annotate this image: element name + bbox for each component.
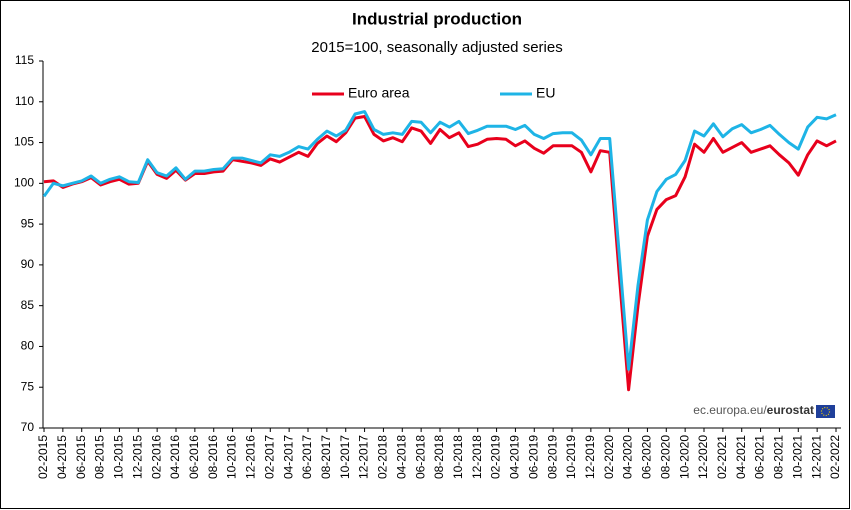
x-tick-label: 02-2019 <box>489 435 503 479</box>
x-tick-label: 02-2018 <box>376 435 390 479</box>
x-tick-label: 04-2020 <box>621 435 635 479</box>
x-tick-label: 10-2020 <box>677 435 691 479</box>
x-tick-label: 08-2019 <box>545 435 559 479</box>
source-brand: eurostat <box>767 403 814 417</box>
legend-label: EU <box>536 85 555 101</box>
x-tick-label: 10-2017 <box>338 435 352 479</box>
x-tick-label: 02-2022 <box>828 435 842 479</box>
x-tick-label: 08-2021 <box>772 435 786 479</box>
x-tick-label: 12-2021 <box>809 435 823 479</box>
x-tick-label: 10-2019 <box>564 435 578 479</box>
x-tick-label: 12-2016 <box>244 435 258 479</box>
x-tick-label: 02-2020 <box>602 435 616 479</box>
x-tick-label: 04-2021 <box>734 435 748 479</box>
x-tick-label: 08-2015 <box>93 435 107 479</box>
x-tick-label: 06-2018 <box>413 435 427 479</box>
x-tick-label: 12-2018 <box>470 435 484 479</box>
x-tick-label: 02-2021 <box>715 435 729 479</box>
chart-title: Industrial production <box>352 9 522 28</box>
source-url: ec.europa.eu/ <box>693 403 767 417</box>
y-tick-label: 75 <box>21 379 35 393</box>
x-tick-label: 12-2019 <box>583 435 597 479</box>
x-tick-label: 06-2015 <box>74 435 88 479</box>
legend-label: Euro area <box>348 85 410 101</box>
line-series <box>43 115 837 392</box>
x-tick-label: 04-2016 <box>168 435 182 479</box>
x-tick-label: 06-2016 <box>187 435 201 479</box>
line-series <box>42 110 837 371</box>
y-tick-label: 80 <box>21 339 35 353</box>
eu-stars <box>820 406 831 417</box>
x-tick-label: 06-2017 <box>300 435 314 479</box>
source: ec.europa.eu/eurostat <box>693 403 814 417</box>
x-tick-label: 08-2016 <box>206 435 220 479</box>
x-tick-label: 08-2017 <box>319 435 333 479</box>
x-tick-label: 10-2016 <box>225 435 239 479</box>
y-tick-label: 100 <box>14 176 34 190</box>
x-tick-label: 04-2018 <box>394 435 408 479</box>
x-tick-label: 02-2017 <box>262 435 276 479</box>
x-tick-label: 10-2015 <box>112 435 126 479</box>
x-tick-label: 02-2016 <box>149 435 163 479</box>
eu-flag <box>816 405 835 418</box>
y-tick-label: 95 <box>21 216 35 230</box>
x-tick-label: 10-2018 <box>451 435 465 479</box>
y-tick-label: 115 <box>15 53 34 67</box>
x-tick-label: 04-2015 <box>55 435 69 479</box>
y-tick-label: 90 <box>21 257 35 271</box>
y-tick-label: 110 <box>15 94 34 108</box>
x-tick-label: 08-2018 <box>432 435 446 479</box>
x-tick-label: 06-2020 <box>640 435 654 479</box>
x-tick-label: 08-2020 <box>658 435 672 479</box>
x-tick-label: 02-2015 <box>36 435 50 479</box>
x-tick-label: 06-2021 <box>753 435 767 479</box>
chart-subtitle: 2015=100, seasonally adjusted series <box>311 39 562 56</box>
x-tick-label: 06-2019 <box>526 435 540 479</box>
y-tick-label: 105 <box>14 135 34 149</box>
y-tick-label: 85 <box>21 298 35 312</box>
x-tick-label: 12-2017 <box>357 435 371 479</box>
x-tick-label: 04-2017 <box>281 435 295 479</box>
y-tick-label: 70 <box>21 420 35 434</box>
x-tick-label: 12-2020 <box>696 435 710 479</box>
x-tick-label: 10-2021 <box>790 435 804 479</box>
x-tick-label: 12-2015 <box>130 435 144 479</box>
x-tick-label: 04-2019 <box>508 435 522 479</box>
